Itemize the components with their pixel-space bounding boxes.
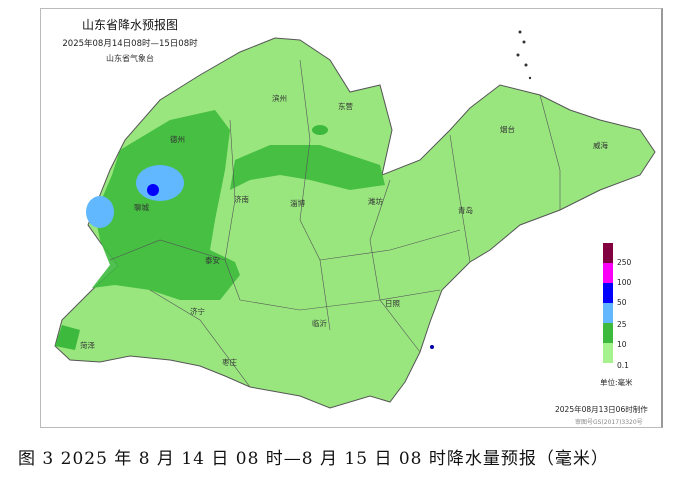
- legend-label: 250: [617, 258, 632, 267]
- issued-time: 2025年08月13日06时制作: [555, 405, 648, 414]
- rainstorm-patch: [147, 184, 159, 196]
- map-approval-number: 审图号GS(2017)3320号: [575, 419, 643, 426]
- figure-caption: 图 3 2025 年 8 月 14 日 08 时—8 月 15 日 08 时降水…: [18, 449, 609, 469]
- city-label: 枣庄: [222, 358, 237, 367]
- rain-band-central: [230, 145, 385, 190]
- legend-swatch-10: [603, 323, 613, 343]
- city-label: 淄博: [290, 199, 305, 208]
- rain-patch-north: [312, 125, 328, 135]
- city-label: 德州: [170, 135, 185, 144]
- legend-swatch-25: [603, 303, 613, 323]
- city-label: 日照: [385, 299, 400, 308]
- legend-label: 0.1: [617, 361, 629, 370]
- city-label: 济宁: [190, 307, 205, 316]
- legend-swatch-0.1: [603, 343, 613, 363]
- heavy-rain-patch-1: [136, 165, 184, 201]
- city-label: 威海: [593, 141, 608, 150]
- legend-label: 100: [617, 278, 632, 287]
- heavy-rain-patch-2: [86, 196, 114, 228]
- city-label: 泰安: [205, 256, 220, 265]
- city-label: 潍坊: [368, 197, 383, 206]
- legend-swatch-250plus: [603, 243, 613, 263]
- city-label: 东营: [338, 102, 353, 111]
- legend-label: 25: [617, 320, 627, 329]
- legend-swatch-50: [603, 283, 613, 303]
- legend-label: 50: [617, 298, 627, 307]
- city-label: 烟台: [500, 125, 515, 134]
- city-label: 滨州: [272, 94, 287, 103]
- rain-band-west: [92, 110, 240, 300]
- map-title: 山东省降水预报图: [81, 18, 178, 32]
- precipitation-legend: [603, 243, 613, 363]
- map-subtitle: 2025年08月14日08时—15日08时: [62, 39, 198, 49]
- rain-patch-south: [55, 325, 80, 350]
- city-boundaries: [109, 59, 561, 388]
- rainstorm-dot: [430, 345, 434, 349]
- legend-label: 10: [617, 340, 627, 349]
- islands: [516, 30, 532, 80]
- legend-swatch-100: [603, 263, 613, 283]
- city-label: 聊城: [134, 203, 149, 212]
- map-agency: 山东省气象台: [106, 54, 154, 63]
- city-label: 临沂: [312, 319, 327, 328]
- legend-unit: 单位:毫米: [600, 378, 633, 387]
- city-label: 济南: [234, 195, 249, 204]
- city-label: 菏泽: [80, 341, 95, 350]
- city-label: 青岛: [458, 206, 473, 215]
